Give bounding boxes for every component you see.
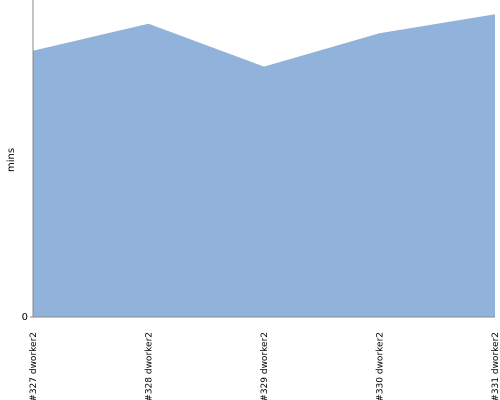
x-tick-label: #328 dworker2 <box>145 332 155 400</box>
x-tick-label: #331 dworker2 <box>491 332 500 400</box>
y-axis-label: mins <box>6 148 17 172</box>
x-tick-label: #327 dworker2 <box>29 332 39 400</box>
y-tick-label: 0 <box>22 312 28 323</box>
x-tick-label: #330 dworker2 <box>376 332 386 400</box>
area <box>33 14 495 317</box>
x-tick-label: #329 dworker2 <box>260 332 270 400</box>
